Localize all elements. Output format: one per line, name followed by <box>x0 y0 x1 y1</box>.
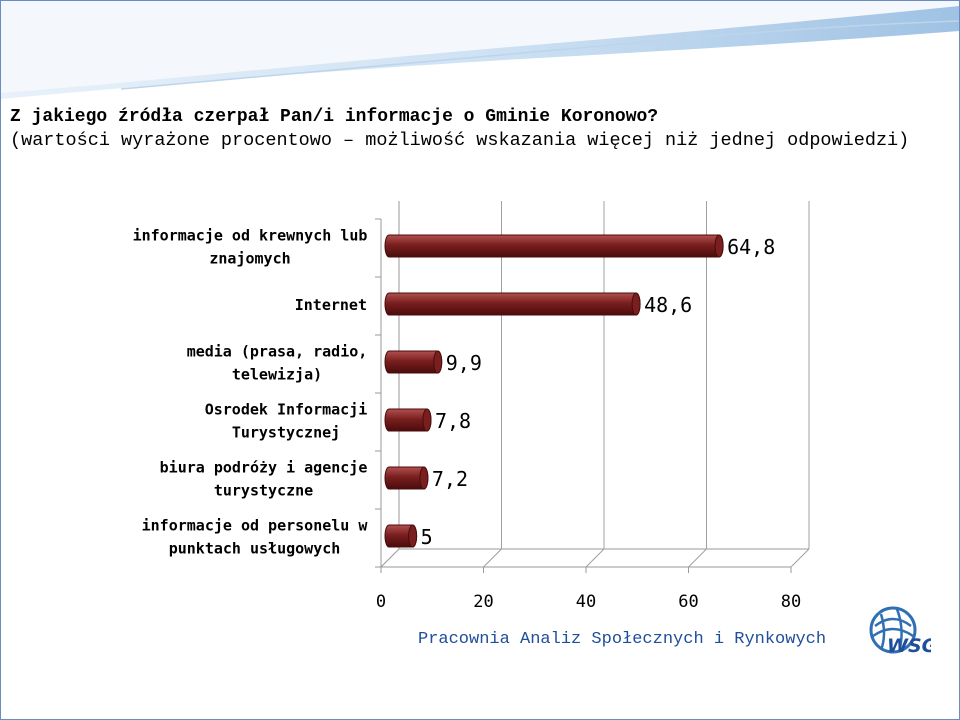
category-label-line: punktach usługowych <box>169 540 341 558</box>
category-label-line: informacje od krewnych lub <box>133 227 368 245</box>
x-tick-label: 0 <box>376 592 386 612</box>
category-label: biura podróży i agencje turystyczne <box>160 459 368 500</box>
bar-end-cap <box>631 292 641 316</box>
x-tick-label: 40 <box>576 592 596 612</box>
x-tick-label: 80 <box>781 592 801 612</box>
category-label: Osrodek Informacji Turystycznej <box>205 401 368 442</box>
bar-end-cap <box>714 234 724 258</box>
bar <box>384 234 724 258</box>
logo-text: WSG <box>887 635 931 657</box>
bar-end-cap <box>433 350 443 374</box>
bar-end-cap <box>419 466 429 490</box>
decorative-swoosh <box>1 1 959 99</box>
category-label-line: informacje od personelu w <box>142 517 369 535</box>
category-label-line: Internet <box>295 296 367 314</box>
category-label: media (prasa, radio, telewizja) <box>187 343 368 384</box>
category-label-line: media (prasa, radio, <box>187 343 368 361</box>
category-label: informacje od krewnych lub znajomych <box>133 227 368 268</box>
footer-text: Pracownia Analiz Społecznych i Rynkowych <box>418 630 827 649</box>
data-label: 48,6 <box>644 293 692 317</box>
category-label-line: biura podróży i agencje <box>160 459 368 477</box>
data-label: 9,9 <box>446 351 482 375</box>
note-text: (wartości wyrażone procentowo – możliwoś… <box>10 130 910 151</box>
x-tick-label: 20 <box>473 592 493 612</box>
category-label-line: telewizja) <box>232 366 322 384</box>
x-tick-label: 60 <box>678 592 698 612</box>
bar-end-cap <box>422 408 432 432</box>
gridline-floor <box>483 548 502 568</box>
category-label-line: Turystycznej <box>232 424 340 442</box>
gridline-floor <box>688 548 707 568</box>
category-label-line: turystyczne <box>214 482 313 500</box>
floor-edge <box>380 548 400 568</box>
chart-title: Z jakiego źródła czerpał Pan/i informacj… <box>10 105 950 153</box>
bar-chart: 0 20 40 60 80 64,8 informacje od krewnych lub z… <box>133 201 810 612</box>
wsg-logo: WSG <box>869 606 931 657</box>
category-label: informacje od personelu w punktach usługo… <box>142 517 369 558</box>
bar <box>384 350 443 374</box>
data-label: 5 <box>421 525 433 549</box>
category-label: Internet <box>295 296 367 314</box>
data-label: 7,2 <box>432 467 468 491</box>
category-label-line: Osrodek Informacji <box>205 401 368 419</box>
data-label: 7,8 <box>435 409 471 433</box>
question-text: Z jakiego źródła czerpał Pan/i informacj… <box>10 107 659 127</box>
data-label: 64,8 <box>727 235 775 259</box>
category-label-line: znajomych <box>209 250 290 268</box>
bar-end-cap <box>408 524 418 548</box>
bar <box>384 292 641 316</box>
gridline-floor <box>790 548 810 568</box>
gridline-floor <box>585 548 605 568</box>
